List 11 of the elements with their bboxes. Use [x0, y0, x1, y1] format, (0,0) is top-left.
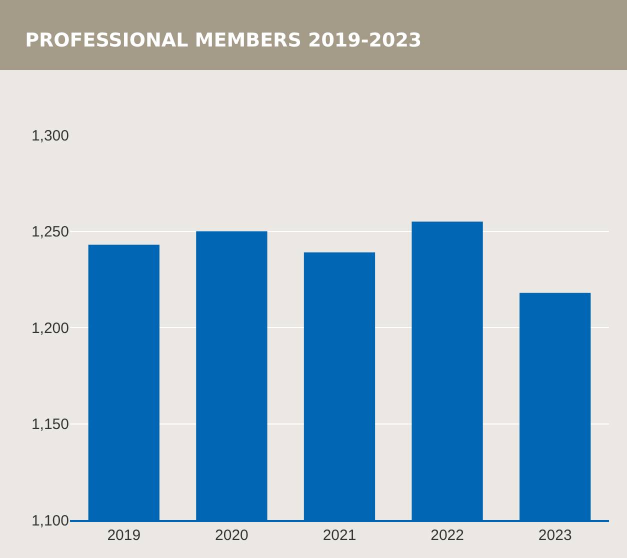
- y-tick-label: 1,250: [31, 224, 69, 240]
- x-tick-label: 2020: [215, 527, 248, 544]
- x-tick-label: 2019: [107, 527, 141, 544]
- chart-title: PROFESSIONAL MEMBERS 2019-2023: [25, 30, 422, 52]
- x-tick-label: 2023: [538, 527, 572, 544]
- x-tick-label: 2021: [322, 527, 356, 544]
- y-tick-label: 1,150: [31, 416, 69, 433]
- x-tick-label: 2022: [430, 527, 464, 544]
- y-tick-label: 1,300: [31, 127, 69, 144]
- y-tick-label: 1,100: [31, 512, 69, 530]
- y-tick-label: 1,200: [31, 320, 69, 337]
